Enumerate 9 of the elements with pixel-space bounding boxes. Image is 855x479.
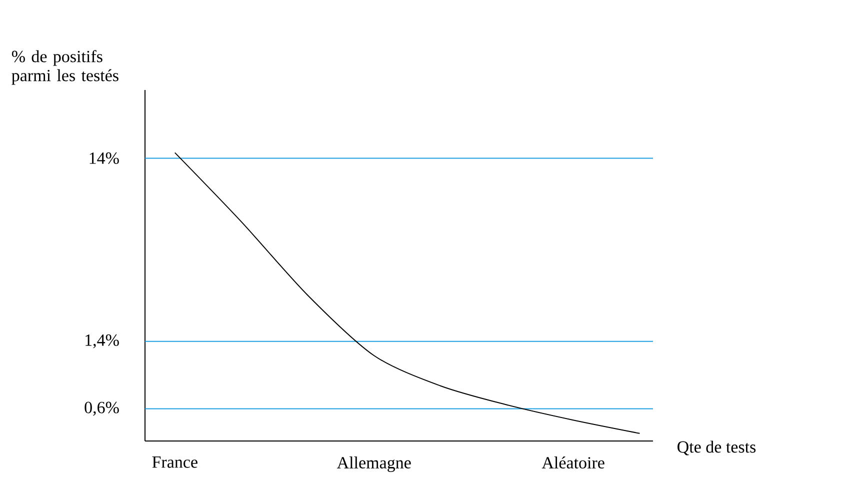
- y-axis-title: % de positifs parmi les testés: [12, 50, 118, 85]
- y-tick-label: 1,4%: [86, 334, 119, 348]
- x-tick-label: Aléatoire: [542, 456, 604, 469]
- line-series: [174, 152, 640, 434]
- y-tick-label: 14%: [90, 152, 119, 164]
- x-tick-label: France: [152, 456, 198, 468]
- x-tick-label: Allemagne: [336, 456, 411, 472]
- y-tick-label: 0,6%: [84, 402, 119, 416]
- x-axis-title: Qte de tests: [678, 440, 756, 456]
